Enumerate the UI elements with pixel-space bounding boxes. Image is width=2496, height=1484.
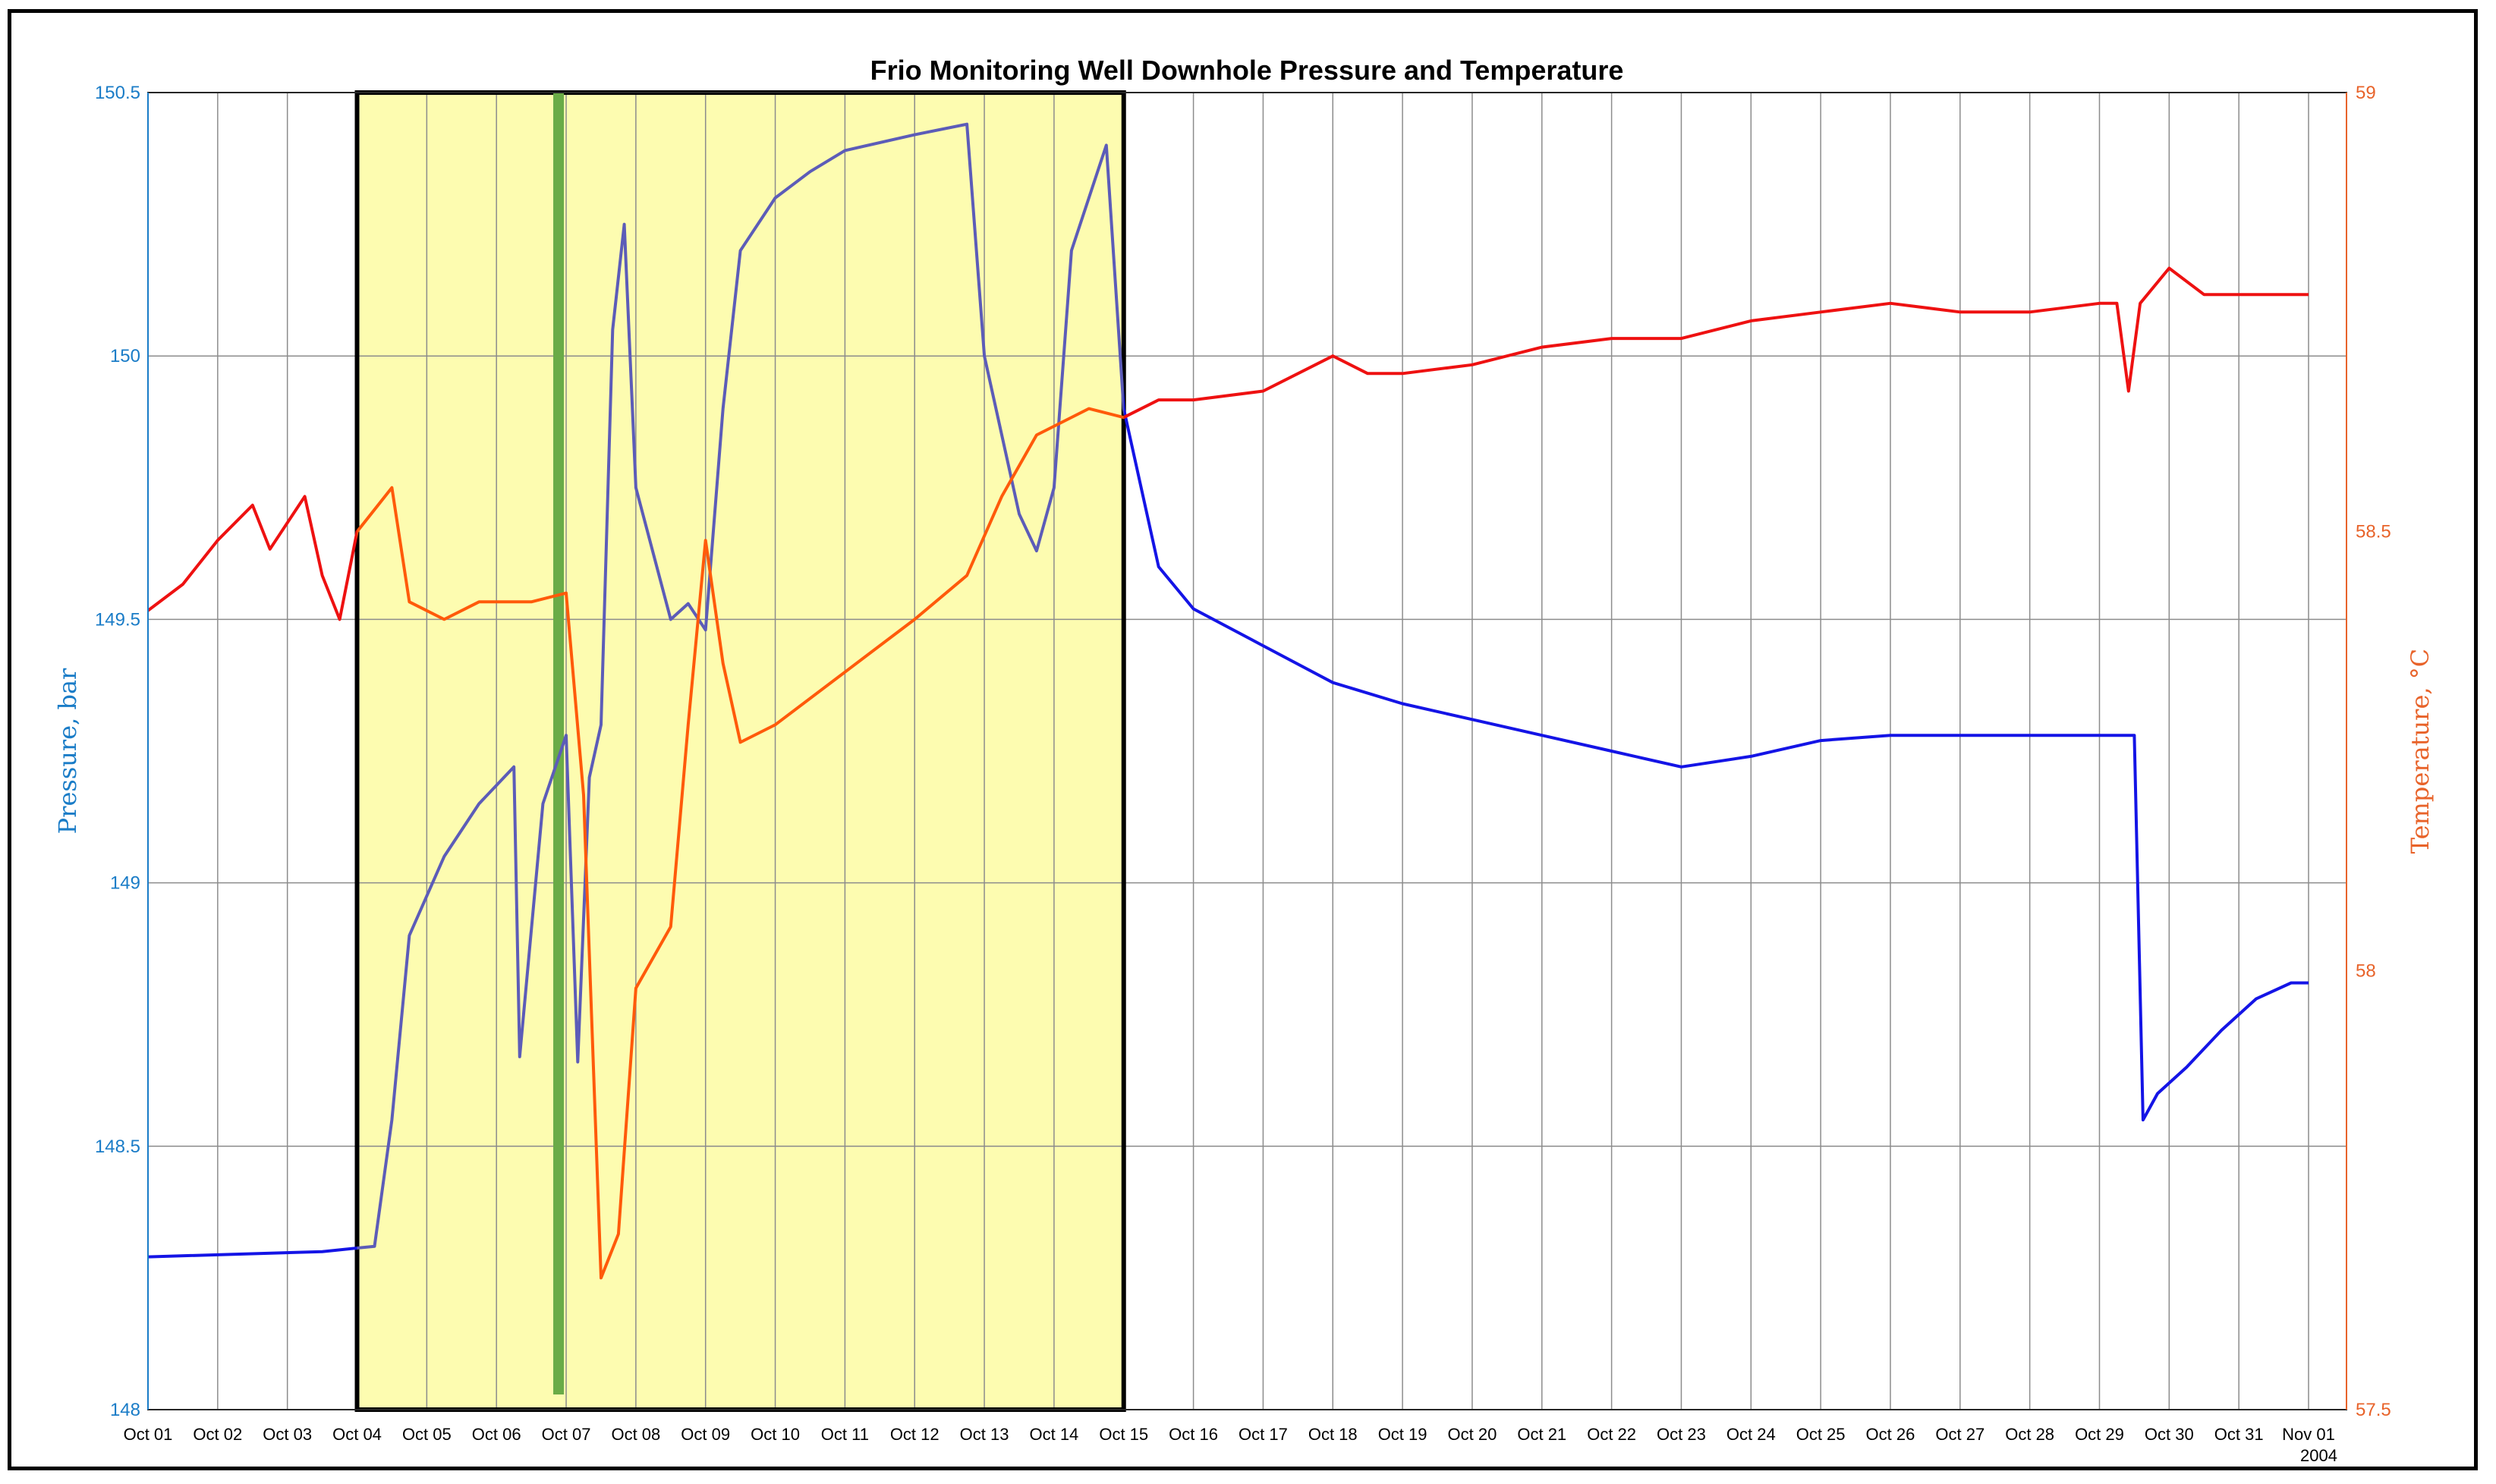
- x-tick-label: Oct 11: [821, 1425, 869, 1444]
- chart-title: Frio Monitoring Well Downhole Pressure a…: [870, 55, 1624, 86]
- x-tick-label: Oct 28: [2005, 1425, 2054, 1444]
- left-tick-label: 149: [110, 873, 140, 894]
- x-tick-label: Oct 27: [1935, 1425, 1985, 1444]
- left-tick-label: 149.5: [95, 609, 140, 630]
- x-tick-label: Oct 18: [1308, 1425, 1358, 1444]
- x-tick-labels: Oct 01 Oct 02 Oct 03 Oct 04 Oct 05 Oct 06 Oct …: [124, 1425, 2335, 1444]
- x-tick-label: Oct 30: [2145, 1425, 2194, 1444]
- x-tick-label: Oct 08: [611, 1425, 660, 1444]
- left-tick-labels: 148 148.5 149 149.5 150 150.5: [95, 83, 140, 1420]
- x-tick-label: Oct 23: [1657, 1425, 1706, 1444]
- right-tick-label: 57.5: [2356, 1400, 2391, 1420]
- left-tick-label: 150: [110, 346, 140, 366]
- x-tick-label: Oct 20: [1448, 1425, 1497, 1444]
- x-tick-label: Oct 15: [1099, 1425, 1148, 1444]
- right-axis-label: Temperature, °C: [2406, 649, 2435, 854]
- x-tick-label: Oct 26: [1866, 1425, 1915, 1444]
- x-tick-label: Oct 21: [1517, 1425, 1566, 1444]
- right-tick-label: 58: [2356, 961, 2376, 981]
- left-tick-label: 148.5: [95, 1137, 140, 1157]
- x-tick-label: Oct 07: [542, 1425, 591, 1444]
- x-tick-label: Oct 03: [263, 1425, 312, 1444]
- x-tick-label: Oct 31: [2214, 1425, 2264, 1444]
- x-tick-label: Oct 16: [1169, 1425, 1218, 1444]
- x-tick-label: Oct 25: [1796, 1425, 1846, 1444]
- x-tick-label: Oct 22: [1587, 1425, 1636, 1444]
- x-tick-label: Oct 24: [1726, 1425, 1776, 1444]
- x-tick-label: Oct 09: [681, 1425, 730, 1444]
- year-label: 2004: [2300, 1446, 2337, 1465]
- temperature-line-highlight: [357, 407, 1124, 1280]
- left-axis-label: Pressure, bar: [53, 668, 82, 834]
- x-tick-label: Oct 14: [1029, 1425, 1078, 1444]
- x-tick-label: Oct 05: [402, 1425, 452, 1444]
- x-tick-label: Oct 10: [751, 1425, 800, 1444]
- x-tick-label: Nov 01: [2282, 1425, 2335, 1444]
- series-layer: [148, 122, 2309, 1280]
- right-tick-label: 59: [2356, 83, 2376, 103]
- right-tick-labels: 57.5 58 58.5 59: [2356, 83, 2391, 1420]
- left-tick-label: 150.5: [95, 83, 140, 103]
- x-tick-label: Oct 06: [472, 1425, 521, 1444]
- x-tick-label: Oct 19: [1378, 1425, 1427, 1444]
- x-tick-label: Oct 02: [193, 1425, 242, 1444]
- x-tick-label: Oct 04: [332, 1425, 382, 1444]
- x-tick-label: Oct 29: [2075, 1425, 2124, 1444]
- pressure-line-highlight: [357, 122, 1124, 1250]
- left-tick-label: 148: [110, 1400, 140, 1420]
- x-tick-label: Oct 13: [960, 1425, 1009, 1444]
- x-tick-label: Oct 12: [890, 1425, 940, 1444]
- highlight-region: [357, 93, 1124, 1410]
- x-tick-label: Oct 17: [1239, 1425, 1288, 1444]
- x-tick-label: Oct 01: [124, 1425, 173, 1444]
- right-tick-label: 58.5: [2356, 522, 2391, 542]
